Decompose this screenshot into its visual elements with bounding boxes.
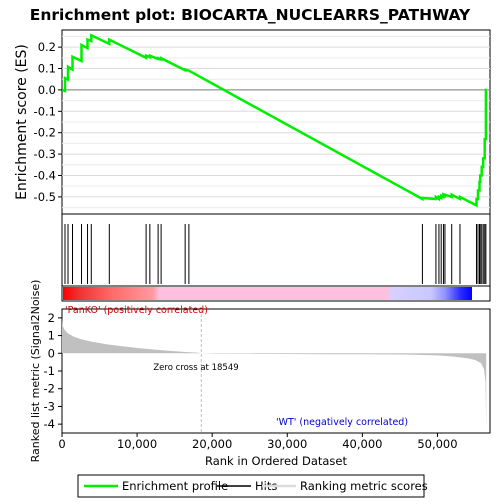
legend-label: Ranking metric scores	[300, 479, 428, 493]
rank-y-ticks: 2 1 0 -1 -2 -3 -4	[44, 311, 62, 431]
es-y-ticks: 0.2 0.1 0.0 -0.1 -0.2 -0.3 -0.4 -0.5	[34, 40, 62, 204]
hits-marks	[64, 224, 487, 284]
rank-metric-panel-frame	[61, 308, 491, 434]
es-gridlines	[62, 35, 490, 209]
rank-y-tick-label: -4	[44, 417, 55, 431]
x-tick-label: 10,000	[117, 437, 157, 451]
rank-y-axis-label: Ranked list metric (Signal2Noise)	[29, 280, 42, 463]
rank-y-tick-label: -2	[44, 382, 55, 396]
es-y-tick-label: -0.4	[34, 168, 56, 182]
enrichment-profile-line	[62, 33, 488, 208]
rank-y-tick-label: -1	[44, 364, 55, 378]
x-tick-label: 0	[58, 437, 65, 451]
es-y-tick-label: 0.0	[38, 83, 56, 97]
es-y-tick-label: -0.3	[34, 147, 56, 161]
chart-title: Enrichment plot: BIOCARTA_NUCLEARRS_PATH…	[30, 6, 471, 24]
zero-cross-label: Zero cross at 18549	[153, 363, 238, 373]
legend-label: Enrichment profile	[122, 479, 228, 493]
es-y-tick-label: -0.2	[34, 126, 56, 140]
legend-items: Enrichment profile Hits Ranking metric sco…	[84, 479, 428, 493]
es-y-tick-label: -0.5	[34, 190, 56, 204]
rank-y-tick-label: 2	[48, 311, 55, 325]
positive-correlation-label: 'PanKO' (positively correlated)	[65, 305, 208, 316]
es-y-tick-label: 0.1	[38, 62, 56, 76]
hits-panel-frame	[61, 213, 491, 287]
x-tick-label: 20,000	[192, 437, 232, 451]
es-y-tick-label: -0.1	[34, 104, 56, 118]
negative-correlation-label: 'WT' (negatively correlated)	[276, 417, 408, 428]
rank-x-axis-label: Rank in Ordered Dataset	[205, 454, 348, 468]
x-tick-label: 30,000	[267, 437, 307, 451]
x-tick-label: 40,000	[342, 437, 382, 451]
es-y-axis-label: Enrichment score (ES)	[14, 44, 30, 200]
x-tick-label: 50,000	[417, 437, 457, 451]
rank-color-bar	[63, 287, 472, 300]
rank-y-tick-label: -3	[44, 399, 55, 413]
rank-y-tick-label: 1	[48, 329, 55, 343]
es-y-tick-label: 0.2	[38, 40, 56, 54]
rank-y-tick-label: 0	[48, 346, 55, 360]
rank-x-axis: 0 10,000 20,000 30,000 40,000 50,000	[58, 433, 458, 451]
